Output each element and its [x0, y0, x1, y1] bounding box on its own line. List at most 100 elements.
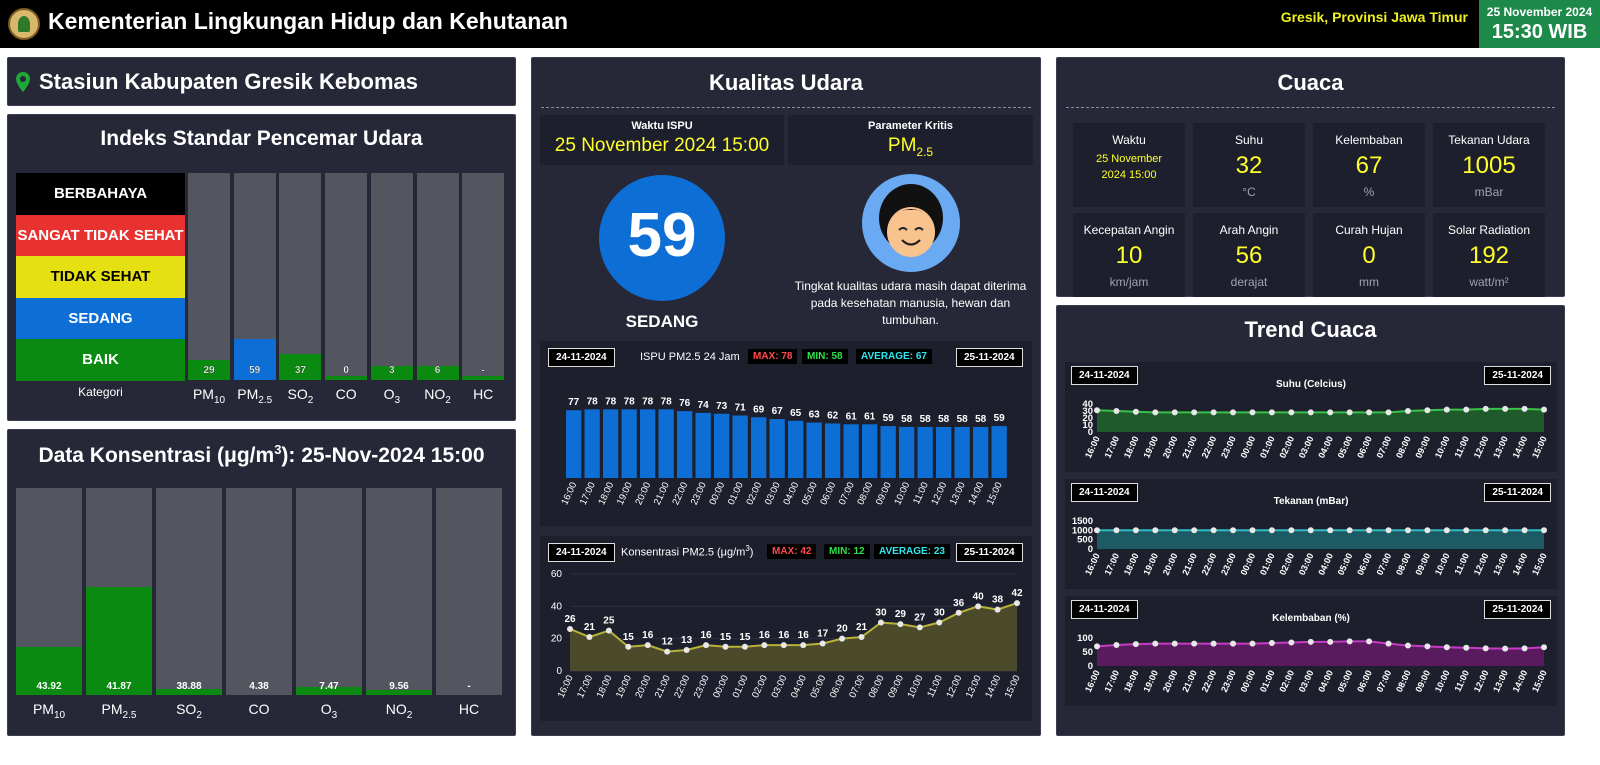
kualitas-panel: Kualitas Udara Waktu ISPU 25 November 20…: [531, 57, 1041, 736]
param-bar-value-1: 59: [249, 365, 261, 376]
trend-hour-tick-3: 19:00: [1141, 435, 1160, 460]
category-berbahaya: BERBAHAYA: [16, 173, 185, 215]
header-time: 15:30 WIB: [1491, 21, 1588, 43]
trend-point-8: [1249, 409, 1256, 416]
trend-point-0: [1094, 527, 1100, 534]
cuaca-panel: Cuaca Waktu 25 November 2024 15:00 Suhu 32 °…: [1056, 57, 1565, 297]
trend-hour-tick-8: 00:00: [1238, 669, 1257, 694]
trend-point-3: [1152, 527, 1159, 534]
trend-hour-tick-9: 01:00: [1258, 552, 1277, 577]
kons-line: [569, 602, 1018, 653]
kons-label-2-text: SO: [176, 701, 197, 717]
kons-point-label-18: 27: [914, 612, 926, 623]
kons-point-label-23: 42: [1011, 588, 1023, 599]
trend-chart-title: Tekanan (mBar): [1273, 496, 1349, 507]
weather-card-solar-radiation: Solar Radiation 192 watt/m²: [1433, 213, 1545, 297]
kons-hour-tick-11: 03:00: [769, 674, 789, 700]
ispu-bar-label-11: 67: [772, 406, 784, 417]
kons-label-4-sub: 3: [331, 709, 338, 721]
trend-point-4: [1171, 409, 1178, 416]
trend-point-0: [1094, 407, 1100, 414]
kons-label-0-sub: 10: [53, 709, 66, 721]
trend-point-7: [1230, 527, 1237, 534]
param-bar-fill-6: [462, 376, 505, 380]
param-label-4-text: O: [383, 386, 395, 402]
kons-point-15: [858, 634, 865, 641]
kons-point-12: [800, 642, 807, 649]
ispu-bar-label-22: 58: [975, 414, 987, 425]
trend-chart-title: Kelembaban (%): [1272, 613, 1350, 624]
trend-ytick-2: 20: [1082, 413, 1093, 424]
ispu-chart-date-end: 25-11-2024: [956, 348, 1023, 367]
trend-hour-tick-15: 07:00: [1375, 552, 1394, 577]
ispu-bar-7: [695, 412, 711, 478]
kons-chart-date-start: 24-11-2024: [548, 543, 615, 562]
kons-bar-bg-2: [156, 488, 222, 695]
kons-hour-tick-16: 08:00: [867, 674, 887, 700]
trend-point-9: [1268, 409, 1275, 416]
ispu-bar-label-0: 77: [568, 397, 580, 408]
ispu-hour-tick-7: 23:00: [689, 481, 709, 507]
station-panel: Stasiun Kabupaten Gresik Kebomas: [7, 57, 516, 106]
weather-card-value: 10: [1115, 242, 1143, 269]
trend-hour-tick-18: 10:00: [1433, 552, 1452, 577]
trend-ytick-1: 500: [1077, 535, 1093, 546]
kons-point-9: [741, 643, 748, 650]
ispu-bar-9: [732, 415, 748, 478]
ispu-bar-label-3: 78: [624, 396, 636, 407]
kons-hour-tick-9: 01:00: [731, 674, 751, 700]
ispu-bar-label-15: 61: [846, 411, 858, 422]
trend-hour-tick-0: 16:00: [1083, 435, 1102, 460]
trend-point-1: [1113, 527, 1120, 534]
trend-hour-tick-6: 22:00: [1200, 435, 1219, 460]
trend-point-7: [1230, 640, 1237, 647]
ispu-bar-12: [788, 420, 804, 478]
ispu-bar-label-2: 78: [605, 396, 617, 407]
app-title: Kementerian Lingkungan Hidup dan Kehutan…: [48, 8, 569, 34]
ispu-bar-8: [714, 413, 730, 478]
trend-point-4: [1171, 527, 1178, 534]
kons-label-4-text: O: [320, 701, 332, 717]
trend-hour-tick-11: 03:00: [1297, 435, 1316, 460]
trend-point-20: [1482, 645, 1489, 652]
trend-point-1: [1113, 642, 1120, 648]
trend-hour-tick-18: 10:00: [1433, 435, 1452, 460]
trend-date-end: 25-11-2024: [1484, 366, 1551, 385]
ispu-hour-tick-6: 22:00: [670, 481, 690, 507]
trend-point-17: [1424, 407, 1431, 414]
weather-card-label: Kelembaban: [1335, 133, 1403, 147]
ispu-hour-tick-16: 08:00: [855, 481, 875, 507]
ispu-max-badge: MAX: 78: [748, 349, 798, 364]
trend-point-11: [1307, 409, 1314, 416]
kons-bar-bg-3: [226, 488, 292, 695]
param-bar-value-2: 37: [294, 365, 306, 376]
trend-point-22: [1521, 405, 1528, 412]
ispu-chart-date-start: 24-11-2024: [548, 348, 615, 367]
trend-hour-tick-1: 17:00: [1102, 669, 1121, 694]
kons-point-label-21: 40: [973, 591, 985, 602]
trend-hour-tick-13: 05:00: [1336, 552, 1355, 577]
trend-hour-tick-12: 04:00: [1316, 552, 1335, 577]
param-bar-bg-3: [325, 173, 368, 380]
trend-ytick-0: 0: [1088, 661, 1093, 672]
param-bar-bg-6: [462, 173, 505, 380]
kons-bar-fill-2: [156, 688, 222, 695]
kons-chart-title: Konsentrasi PM2.5 (μg/m3): [621, 544, 753, 559]
ispu-hour-tick-1: 17:00: [578, 481, 598, 507]
ispu-hour-tick-14: 06:00: [818, 481, 838, 507]
trend-point-3: [1152, 640, 1159, 647]
trend-hour-tick-23: 15:00: [1530, 435, 1549, 460]
kons-point-label-0: 26: [564, 614, 576, 625]
trend-hour-tick-20: 12:00: [1472, 435, 1491, 460]
trend-point-19: [1463, 644, 1470, 651]
kons-area-svg: 0 20 40 60 26 16:00 21 17:00 25 18:00 15 19:00 16 20:…: [551, 569, 1023, 700]
trend-hour-tick-16: 08:00: [1394, 552, 1413, 577]
kons-point-1: [586, 634, 593, 641]
trend-hour-tick-9: 01:00: [1258, 669, 1277, 694]
cuaca-title: Cuaca: [1277, 70, 1344, 95]
kons-min-badge: MIN: 12: [824, 544, 870, 559]
ispu-hour-tick-22: 14:00: [966, 481, 986, 507]
kons-label-2-sub: 2: [196, 709, 202, 721]
ispu-bar-1: [584, 409, 600, 478]
